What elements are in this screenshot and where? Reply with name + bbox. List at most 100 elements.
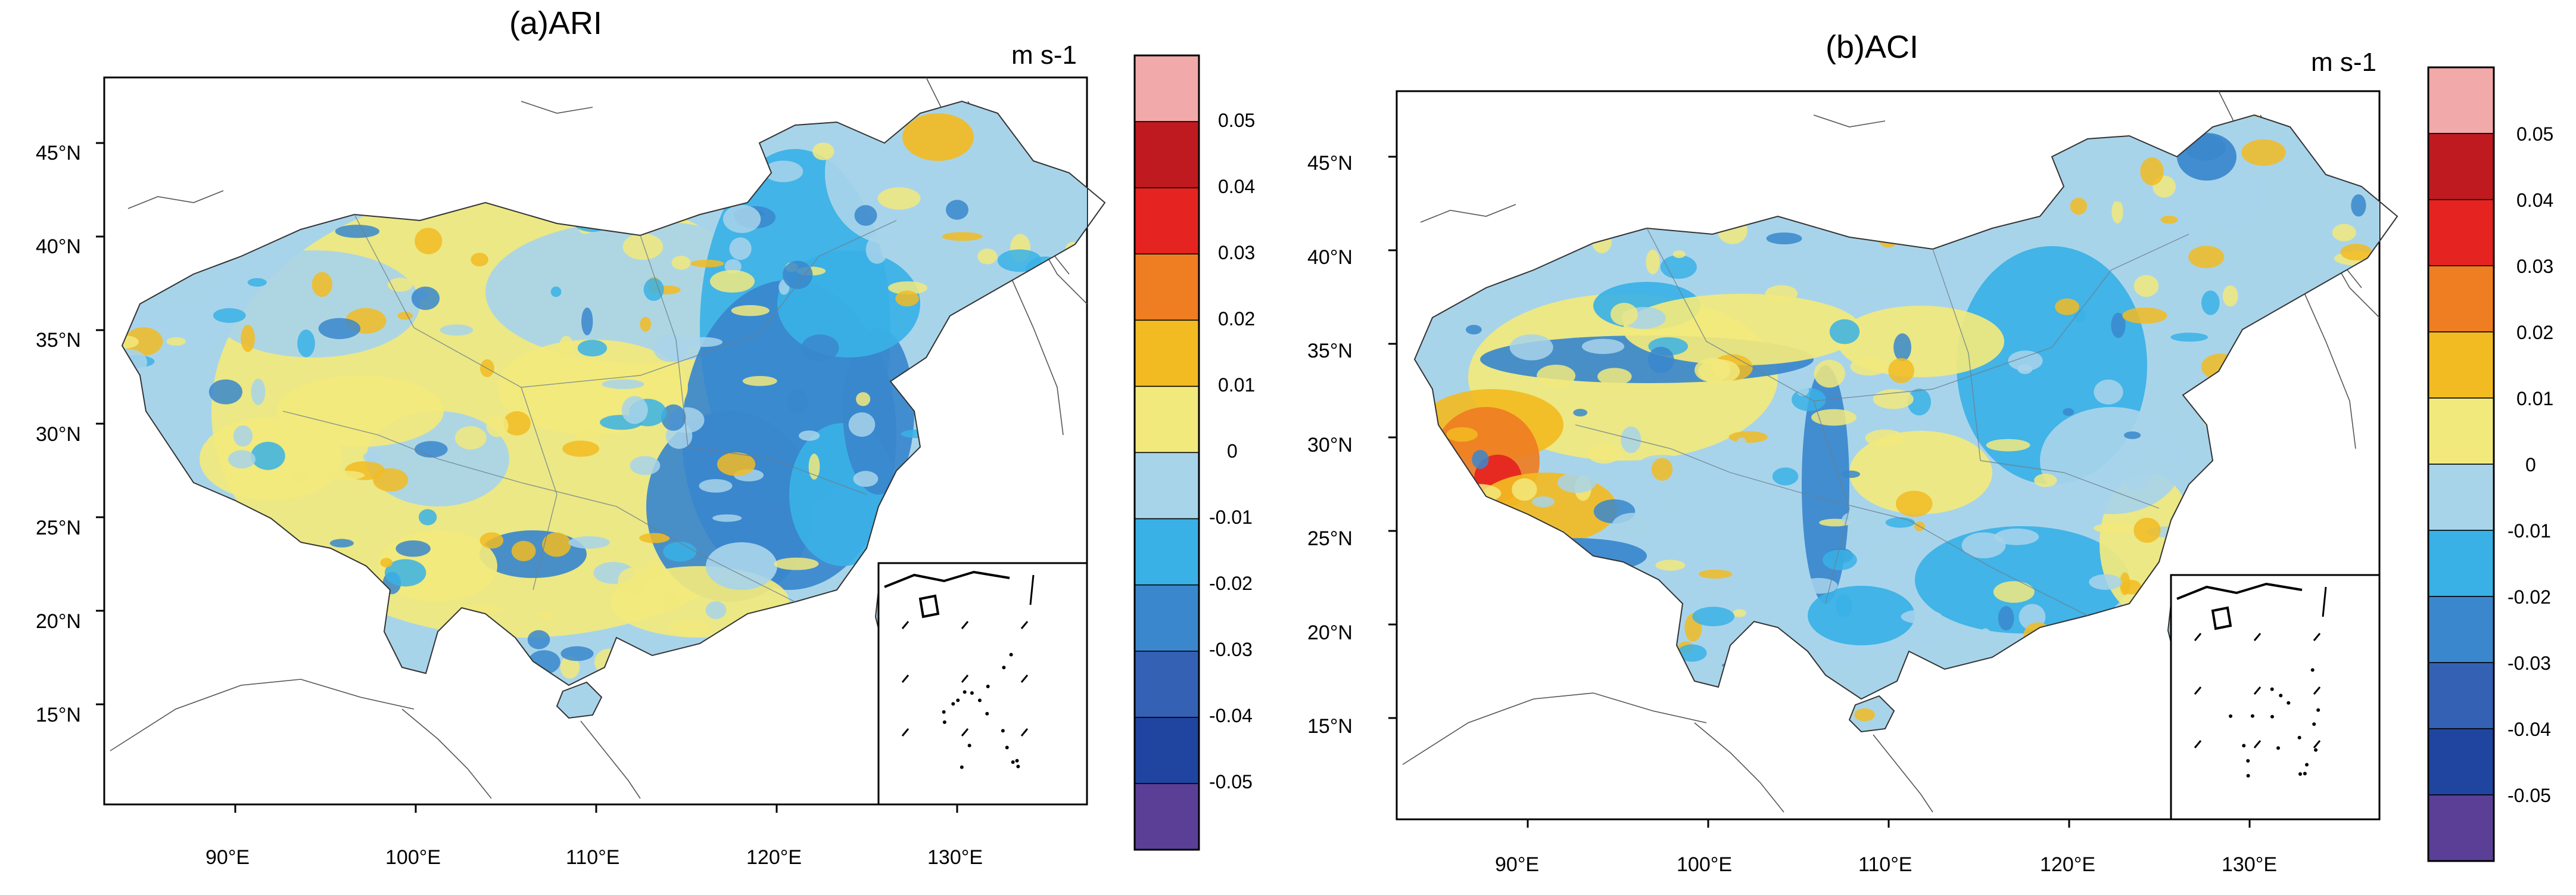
inset-reef <box>1005 745 1009 750</box>
field-speckle <box>914 251 943 265</box>
coastline <box>401 708 492 799</box>
province-border <box>1575 424 1731 473</box>
colorbar-label: -0.05 <box>2508 785 2551 806</box>
field-speckle <box>2188 245 2225 269</box>
field-speckle <box>2328 182 2351 209</box>
field-speckle <box>577 340 608 357</box>
field-speckle <box>373 468 409 492</box>
province-border <box>354 214 522 388</box>
field-speckle <box>602 379 644 389</box>
y-tick-label: 45°N <box>36 142 81 164</box>
inset-dash <box>961 728 969 736</box>
y-tick-label: 45°N <box>1307 152 1353 175</box>
field-speckle <box>774 557 819 570</box>
inset-dash <box>901 675 909 683</box>
inset-reef <box>1015 759 1019 763</box>
colorbar-bin <box>2428 464 2494 531</box>
field-speckle <box>1854 286 1891 294</box>
field-speckle <box>384 559 426 587</box>
field-speckle <box>1865 429 1905 447</box>
field-speckle <box>783 260 813 290</box>
inset-dash <box>1020 675 1029 683</box>
field-speckle <box>2133 517 2161 543</box>
field-speckle <box>228 450 256 469</box>
field-speckle <box>2122 307 2167 324</box>
field-patch <box>1849 431 1992 514</box>
colorbar-label: 0.02 <box>1218 308 1256 330</box>
colorbar-bin <box>1134 121 1200 188</box>
y-tick-label: 35°N <box>36 329 81 352</box>
field-speckle <box>415 228 443 254</box>
field-speckle <box>808 453 820 480</box>
y-tick-label: 20°N <box>36 610 81 633</box>
inset-reef <box>1011 760 1015 765</box>
inset-frame <box>2170 574 2381 821</box>
inset-frame <box>877 562 1088 806</box>
field-speckle <box>1765 285 1798 302</box>
colorbar-bin <box>1134 717 1200 784</box>
field-speckle <box>1597 368 1632 386</box>
colorbar-label: 0.04 <box>1218 176 1256 197</box>
panel-ari <box>96 76 1105 813</box>
field-speckle <box>1446 427 1478 442</box>
colorbar-label: -0.04 <box>1209 705 1253 726</box>
field-speckle <box>1829 319 1860 344</box>
field-speckle <box>174 430 208 448</box>
colorbar-bin <box>2428 596 2494 663</box>
field-speckle <box>1646 249 1660 275</box>
field-speckle <box>1651 458 1673 481</box>
field-speckle <box>2231 122 2259 137</box>
inset-dash <box>901 621 909 629</box>
field-speckle <box>1590 468 1630 480</box>
field-speckle <box>1994 528 2039 545</box>
field-speckle <box>312 272 332 297</box>
field-speckle <box>440 324 474 336</box>
field-patch <box>843 328 914 495</box>
inset-island <box>2211 606 2232 630</box>
field-speckle <box>1621 426 1641 453</box>
field-speckle <box>877 187 921 210</box>
y-tick-label: 35°N <box>1307 340 1353 362</box>
field-speckle <box>568 536 610 549</box>
field-speckle <box>945 200 968 220</box>
field-speckle <box>486 414 509 437</box>
field-speckle <box>550 286 562 297</box>
field-patch <box>2040 407 2183 514</box>
field-speckle <box>1977 628 1993 656</box>
colorbar-label: -0.01 <box>2508 520 2551 542</box>
inset-reef <box>963 690 967 694</box>
province-border <box>640 235 689 448</box>
field-speckle <box>1738 261 1749 285</box>
field-speckle <box>812 142 834 160</box>
inset-dash <box>2313 686 2321 695</box>
field-speckle <box>1870 537 1914 564</box>
inset-island <box>918 594 940 619</box>
field-speckle <box>527 630 550 650</box>
south-china-sea-inset <box>2170 574 2381 821</box>
field-speckle <box>699 479 733 493</box>
colorbar-bin <box>1134 651 1200 718</box>
y-tick-label: 30°N <box>36 423 81 446</box>
field-speckle <box>2111 200 2123 223</box>
field-speckle <box>363 451 381 463</box>
field-speckle <box>2094 523 2136 534</box>
colorbar-bin <box>1134 319 1200 387</box>
field-speckle <box>717 452 756 476</box>
inset-reef <box>2279 694 2283 698</box>
colorbar-bin <box>2428 728 2494 795</box>
y-tick-label: 20°N <box>1307 621 1353 644</box>
province-border <box>1646 228 1814 402</box>
inset-dash <box>961 675 969 683</box>
field-patch <box>277 375 444 447</box>
field-speckle <box>1655 560 1686 571</box>
inset-reef <box>2246 773 2250 778</box>
inset-reef <box>970 691 974 695</box>
field-speckle <box>1811 409 1857 426</box>
colorbar-bin <box>2428 67 2494 134</box>
coastline <box>1873 734 1933 813</box>
field-speckle <box>395 540 431 557</box>
province-border <box>616 506 796 602</box>
field-speckle <box>1672 250 1686 259</box>
field-speckle <box>560 655 580 679</box>
